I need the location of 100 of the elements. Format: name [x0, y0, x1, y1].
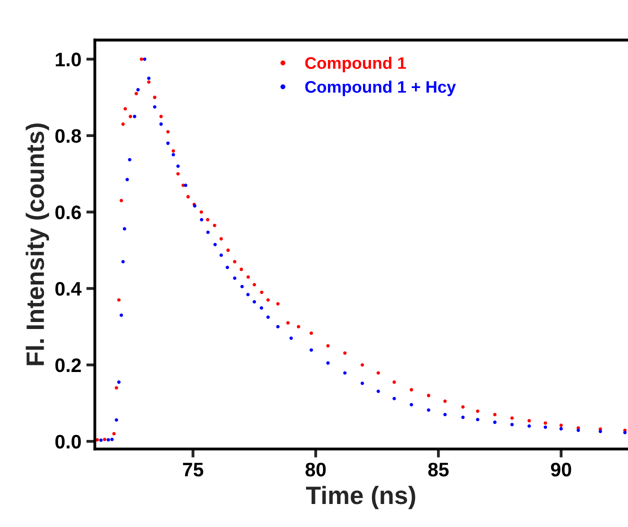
y-tick-label: 0.2	[55, 358, 81, 372]
point	[260, 290, 264, 294]
point	[266, 315, 270, 319]
point	[392, 380, 396, 384]
point	[206, 230, 210, 234]
point	[176, 172, 180, 176]
point	[128, 158, 132, 162]
y-tick-label: 0.0	[55, 434, 81, 449]
point	[220, 254, 223, 257]
point	[226, 266, 230, 270]
point	[576, 428, 580, 432]
point	[136, 88, 140, 92]
point	[476, 418, 480, 422]
point	[153, 96, 156, 100]
point	[559, 427, 563, 430]
point	[266, 298, 270, 302]
point	[102, 438, 106, 442]
point	[528, 419, 531, 422]
point	[233, 276, 236, 280]
point	[246, 275, 250, 279]
x-tick-label: 85	[428, 462, 449, 476]
point	[443, 412, 447, 416]
point	[343, 371, 347, 375]
point	[310, 332, 313, 335]
point	[176, 164, 180, 168]
point	[140, 57, 144, 61]
point	[493, 412, 497, 416]
point	[96, 438, 99, 442]
point	[153, 105, 156, 109]
point	[184, 184, 188, 187]
point	[443, 400, 447, 403]
point	[559, 424, 563, 428]
point	[147, 80, 151, 84]
point	[528, 424, 531, 428]
point	[360, 363, 364, 367]
point	[360, 382, 364, 385]
legend-label: Compound 1	[305, 56, 406, 72]
point	[326, 344, 330, 348]
point	[120, 198, 124, 202]
point	[206, 218, 210, 222]
point	[122, 227, 126, 231]
point	[476, 409, 480, 413]
point	[121, 122, 125, 126]
point	[376, 390, 380, 393]
y-tick-label: 0.8	[55, 129, 82, 143]
point	[252, 300, 256, 304]
point	[200, 218, 204, 222]
legend-label: Compound 1 + Hcy	[305, 80, 456, 96]
point	[134, 92, 138, 96]
point	[544, 426, 548, 429]
point	[252, 282, 256, 286]
point	[121, 260, 125, 264]
point	[114, 418, 118, 422]
point	[159, 122, 163, 126]
point	[623, 430, 627, 434]
point	[240, 268, 244, 272]
point	[410, 402, 414, 406]
y-tick-label: 0.6	[55, 206, 81, 220]
point	[114, 386, 118, 390]
point	[343, 351, 347, 355]
point	[200, 210, 204, 214]
point	[166, 142, 170, 145]
point	[142, 57, 146, 61]
point	[289, 336, 293, 340]
point	[112, 432, 116, 436]
point	[99, 438, 103, 442]
point	[286, 321, 290, 325]
x-tick-label: 80	[306, 462, 326, 476]
point	[296, 325, 300, 328]
point	[544, 421, 548, 425]
point	[172, 153, 176, 156]
point	[212, 224, 216, 228]
y-tick-label: 1.0	[56, 52, 81, 66]
x-axis-title: Time (ns)	[306, 486, 416, 510]
point	[410, 388, 414, 392]
point	[493, 420, 497, 424]
point	[120, 314, 124, 317]
point	[240, 284, 244, 288]
point	[598, 430, 602, 434]
y-axis-title: Fl. Intensity (counts)	[26, 124, 50, 366]
point	[276, 302, 280, 306]
x-tick-label: 75	[183, 462, 204, 476]
point	[147, 76, 151, 80]
point	[166, 130, 170, 134]
point	[106, 438, 110, 442]
point	[220, 237, 223, 240]
point	[226, 248, 230, 252]
point	[233, 260, 236, 264]
point	[186, 195, 190, 198]
point	[117, 298, 121, 302]
point	[376, 371, 380, 375]
point	[392, 396, 396, 400]
x-tick-label: 90	[550, 462, 572, 476]
point	[126, 178, 129, 182]
point	[246, 292, 250, 296]
point	[310, 348, 313, 352]
point	[172, 149, 176, 153]
point	[117, 380, 121, 384]
point	[461, 416, 465, 419]
point	[276, 325, 280, 328]
